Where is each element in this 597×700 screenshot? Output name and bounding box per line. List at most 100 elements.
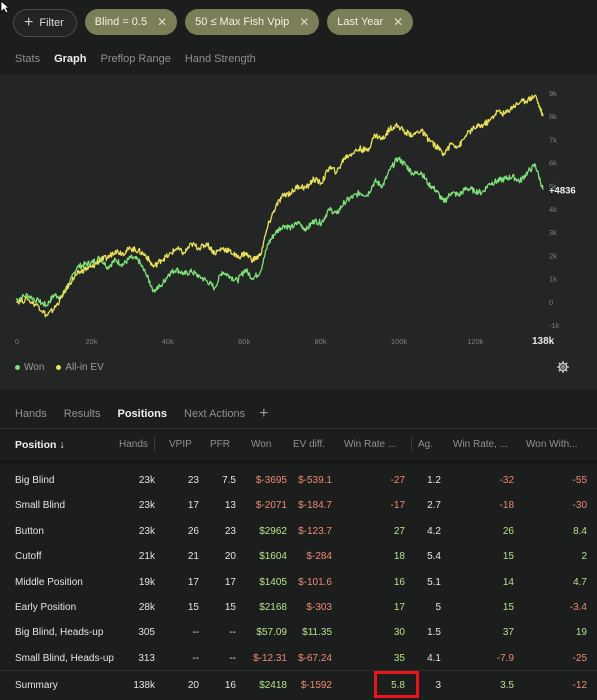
cell-win-rate-2: 15: [502, 602, 514, 613]
cell-aggression: 4.2: [427, 525, 441, 537]
legend-ev[interactable]: All-in EV: [56, 362, 104, 373]
col-position[interactable]: Position ↓: [15, 439, 65, 451]
summary-divider: [0, 670, 597, 671]
cell-ev-diff: $11.35: [302, 627, 332, 639]
col-aggression[interactable]: Ag.: [418, 439, 434, 450]
cell-position: Small Blind, Heads-up: [15, 652, 114, 664]
cell-vpip: --: [192, 627, 199, 639]
cell-vpip: 17: [187, 500, 199, 512]
cell-pfr: 15: [224, 602, 236, 613]
cell-win-rate-2: 3.5: [500, 680, 514, 691]
table-row[interactable]: Middle Position 19k 17 17 $1405 $-101.6 16 5.1 1…: [0, 570, 597, 595]
mouse-cursor-icon: [0, 0, 10, 14]
cell-hands: 313: [138, 652, 155, 664]
y-tick-label: -1k: [549, 321, 560, 330]
cell-aggression: 4.1: [427, 652, 441, 664]
tab-results[interactable]: Results: [63, 408, 101, 420]
cell-hands: 23k: [138, 475, 155, 486]
col-win-rate[interactable]: Win Rate ...: [344, 439, 397, 450]
cell-position: Button: [15, 525, 44, 537]
y-tick-label: 3k: [549, 228, 557, 237]
table-row[interactable]: Big Blind, Heads-up 305 -- -- $57.09 $11.35 30…: [0, 620, 597, 645]
tab-hands[interactable]: Hands: [15, 408, 47, 420]
cell-ev-diff: $-123.7: [298, 525, 332, 537]
table-row[interactable]: Cutoff 21k 21 20 $1604 $-284 18 5.4 15 2: [0, 544, 597, 569]
legend-won[interactable]: Won: [15, 362, 44, 373]
cell-win-rate-2: 26: [502, 525, 514, 537]
y-tick-label: 5k: [549, 182, 557, 191]
table-row[interactable]: Early Position 28k 15 15 $2168 $-303 17 5 15 -3.4: [0, 595, 597, 620]
cell-won: $57.09: [256, 627, 287, 639]
table-row[interactable]: Big Blind 23k 23 7.5 $-3695 $-539.1 -27 1.2 -32 -…: [0, 468, 597, 493]
cell-ev-diff: $-184.7: [298, 500, 332, 512]
legend-ev-label: All-in EV: [65, 362, 104, 373]
series-line-all-in-ev: [15, 94, 544, 318]
cell-pfr: 20: [224, 551, 236, 563]
add-tab-icon[interactable]: +: [259, 405, 269, 422]
y-tick-label: 4k: [549, 205, 557, 214]
close-icon[interactable]: ✕: [393, 15, 404, 29]
table-row[interactable]: Small Blind, Heads-up 313 -- -- $-12.31 $-67.…: [0, 646, 597, 671]
cell-hands: 138k: [133, 680, 155, 691]
tab-hand-strength[interactable]: Hand Strength: [184, 53, 256, 65]
cell-win-rate: 17: [393, 602, 405, 613]
filter-chip-blind[interactable]: Blind = 0.5 ✕: [84, 9, 178, 35]
gear-icon[interactable]: [557, 361, 569, 373]
col-vpip[interactable]: VPIP: [169, 439, 192, 450]
col-win-rate-2[interactable]: Win Rate, ...: [453, 439, 509, 450]
x-tick-label: 138k: [532, 336, 555, 347]
cell-pfr: 7.5: [222, 475, 236, 486]
cell-won-with: 4.7: [573, 576, 587, 588]
summary-row[interactable]: Summary 138k 20 16 $2418 $-1592 5.8 3 3.5 -12: [0, 673, 597, 698]
cell-win-rate-2: 14: [502, 576, 514, 588]
table-row[interactable]: Small Blind 23k 17 13 $-2071 $-184.7 -17 2.7 -18…: [0, 493, 597, 518]
tab-stats[interactable]: Stats: [15, 53, 41, 65]
cell-win-rate-2: -18: [499, 500, 514, 512]
cell-aggression: 1.5: [427, 627, 441, 639]
header-shadow: [0, 460, 597, 466]
table-header: Position ↓ Hands VPIP PFR Won EV diff. W…: [0, 430, 597, 460]
cell-ev-diff: $-1592: [300, 680, 332, 691]
col-won-with[interactable]: Won With...: [526, 439, 578, 450]
filter-chip-fish-vpip[interactable]: 50 ≤ Max Fish Vpip ✕: [185, 9, 320, 35]
cell-won: $2418: [259, 680, 287, 691]
y-tick-label: 8k: [549, 112, 557, 121]
col-pfr[interactable]: PFR: [210, 439, 230, 450]
cell-aggression: 3: [435, 680, 441, 691]
table-row[interactable]: Button 23k 26 23 $2962 $-123.7 27 4.2 26 8.4: [0, 519, 597, 544]
tab-positions[interactable]: Positions: [117, 408, 167, 420]
cell-won-with: -55: [572, 475, 587, 486]
cell-win-rate-2: 37: [502, 627, 514, 639]
tab-preflop-range[interactable]: Preflop Range: [100, 53, 171, 65]
cell-aggression: 1.2: [427, 475, 441, 486]
filter-bar: + Filter Blind = 0.5 ✕ 50 ≤ Max Fish Vpi…: [13, 9, 414, 37]
chip-label: Last Year: [337, 16, 384, 28]
y-tick-label: 2k: [549, 251, 557, 260]
col-won[interactable]: Won: [251, 439, 272, 450]
cell-position: Middle Position: [15, 576, 83, 588]
close-icon[interactable]: ✕: [299, 15, 310, 29]
cell-hands: 23k: [138, 500, 155, 512]
cell-win-rate: -27: [390, 475, 405, 486]
cell-won-with: 2: [581, 551, 587, 563]
cell-vpip: 23: [187, 475, 199, 486]
y-tick-label: 0: [549, 298, 553, 307]
x-tick-label: 80k: [315, 337, 327, 346]
tab-next-actions[interactable]: Next Actions: [184, 408, 246, 420]
cell-position: Small Blind: [15, 500, 66, 512]
cell-aggression: 5.4: [427, 551, 441, 563]
cell-win-rate: -17: [390, 500, 405, 512]
close-icon[interactable]: ✕: [157, 15, 168, 29]
cell-win-rate: 16: [393, 576, 405, 588]
col-ev-diff[interactable]: EV diff.: [293, 439, 326, 450]
cell-position: Cutoff: [15, 551, 42, 563]
filter-chip-last-year[interactable]: Last Year ✕: [327, 9, 414, 35]
winnings-graph[interactable]: 9k 8k 7k 6k 5k 4k 3k 2k 1k 0 -1k 0 20k 40k 60k 80k 100k 1…: [0, 75, 597, 355]
col-hands[interactable]: Hands: [119, 439, 148, 450]
cell-aggression: 5: [435, 602, 441, 613]
series-line-won: [15, 156, 544, 308]
cell-win-rate-2: 15: [502, 551, 514, 563]
tab-graph[interactable]: Graph: [54, 53, 87, 65]
x-tick-label: 40k: [162, 337, 174, 346]
filter-button[interactable]: + Filter: [13, 9, 77, 37]
